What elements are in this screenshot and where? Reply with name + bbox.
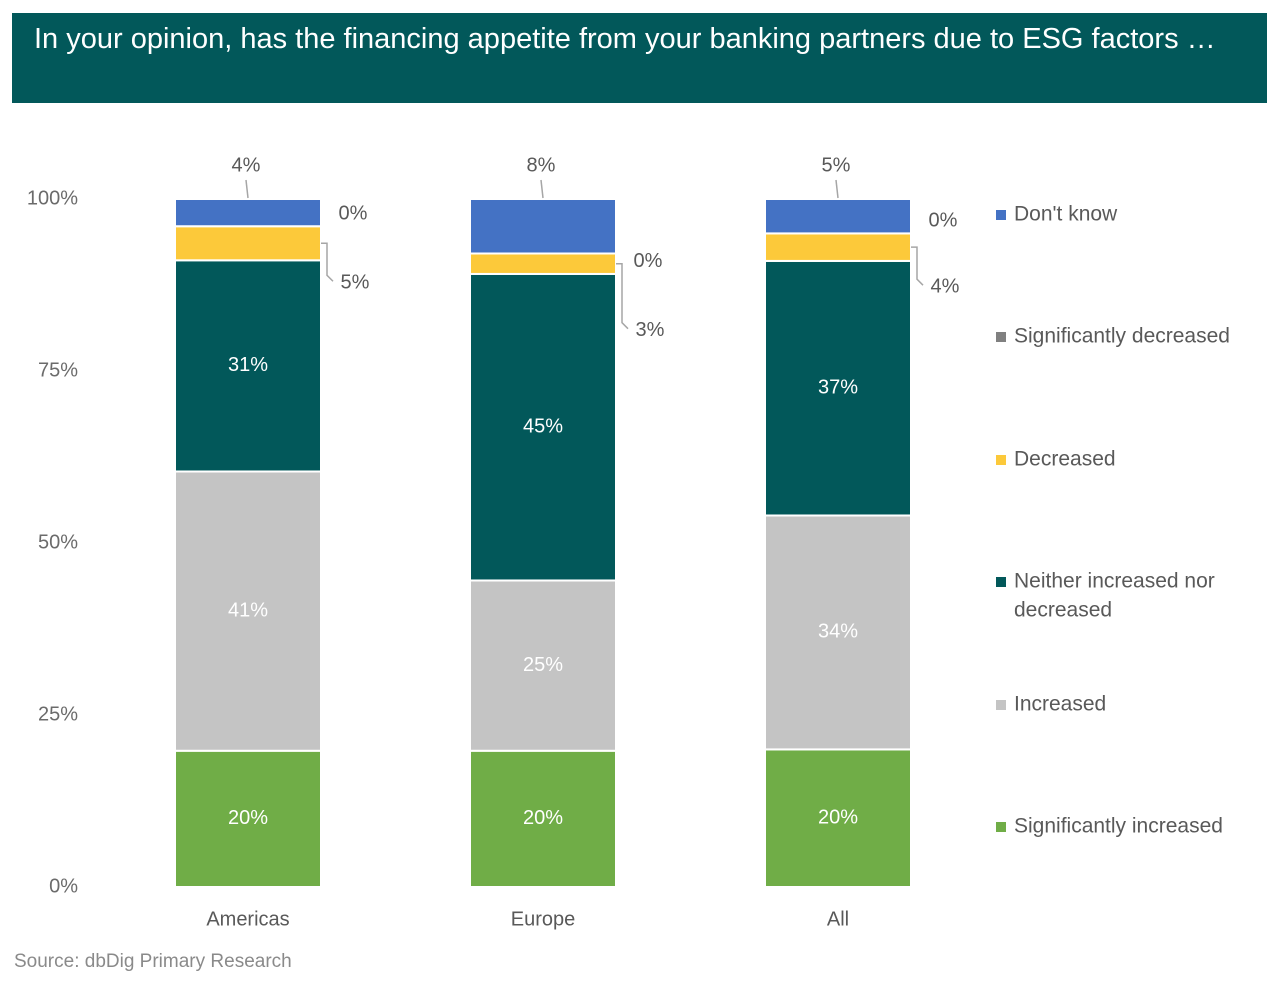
leader-line xyxy=(245,179,249,199)
x-tick-label: Europe xyxy=(511,908,576,930)
data-label: 37% xyxy=(818,376,858,398)
bar-segment xyxy=(174,259,322,473)
source-note: Source: dbDig Primary Research xyxy=(14,951,292,972)
data-label: 5% xyxy=(341,272,370,294)
chart-header: In your opinion, has the financing appet… xyxy=(12,13,1267,103)
data-label: 41% xyxy=(228,599,268,621)
legend-swatch xyxy=(996,332,1006,342)
bar-segment xyxy=(469,198,617,255)
bar-segment xyxy=(174,749,322,889)
legend-swatch xyxy=(996,210,1006,220)
y-tick-label: 75% xyxy=(38,359,78,381)
bar-segment xyxy=(764,198,912,235)
legend-label: Decreased xyxy=(1014,448,1116,471)
data-label: 8% xyxy=(527,154,556,176)
bar-segment xyxy=(764,259,912,517)
data-label: 20% xyxy=(523,807,563,829)
data-label: 34% xyxy=(818,621,858,643)
data-label: 0% xyxy=(929,210,958,232)
legend-label: decreased xyxy=(1014,599,1112,622)
bar-segment xyxy=(469,272,617,582)
data-label: 0% xyxy=(634,250,663,272)
data-label: 20% xyxy=(818,806,858,828)
y-tick-label: 0% xyxy=(49,875,78,897)
bar-segment xyxy=(764,514,912,751)
data-label: 31% xyxy=(228,354,268,376)
legend-label: Significantly decreased xyxy=(1014,325,1230,348)
chart-title: In your opinion, has the financing appet… xyxy=(34,23,1216,55)
bar-segment xyxy=(174,198,322,228)
y-tick-label: 50% xyxy=(38,531,78,553)
data-label: 4% xyxy=(931,275,960,297)
x-tick-label: Americas xyxy=(206,908,289,930)
bar-segment xyxy=(174,225,322,262)
bar-segment xyxy=(764,232,912,262)
bar-segment xyxy=(469,252,617,275)
data-label: 20% xyxy=(228,807,268,829)
leader-line xyxy=(616,262,629,330)
legend-label: Increased xyxy=(1014,693,1106,716)
data-label: 4% xyxy=(232,154,261,176)
bar-segment xyxy=(764,748,912,889)
x-tick-label: All xyxy=(827,908,849,930)
legend-label: Significantly increased xyxy=(1014,815,1223,838)
bar-segment xyxy=(174,470,322,752)
data-label: 0% xyxy=(339,203,368,225)
legend-swatch xyxy=(996,700,1006,710)
legend-label: Neither increased nor xyxy=(1014,570,1215,593)
data-label: 3% xyxy=(636,319,665,341)
leader-line xyxy=(835,179,839,199)
data-label: 45% xyxy=(523,415,563,437)
legend-swatch xyxy=(996,455,1006,465)
legend-swatch xyxy=(996,822,1006,832)
leader-line xyxy=(540,179,544,199)
leader-line xyxy=(911,246,924,286)
bar-segment xyxy=(469,579,617,752)
y-tick-label: 25% xyxy=(38,703,78,725)
leader-line xyxy=(321,242,334,282)
data-label: 25% xyxy=(523,654,563,676)
legend-swatch xyxy=(996,577,1006,587)
y-tick-label: 100% xyxy=(27,187,78,209)
data-label: 5% xyxy=(822,154,851,176)
legend-label: Don't know xyxy=(1014,203,1118,226)
